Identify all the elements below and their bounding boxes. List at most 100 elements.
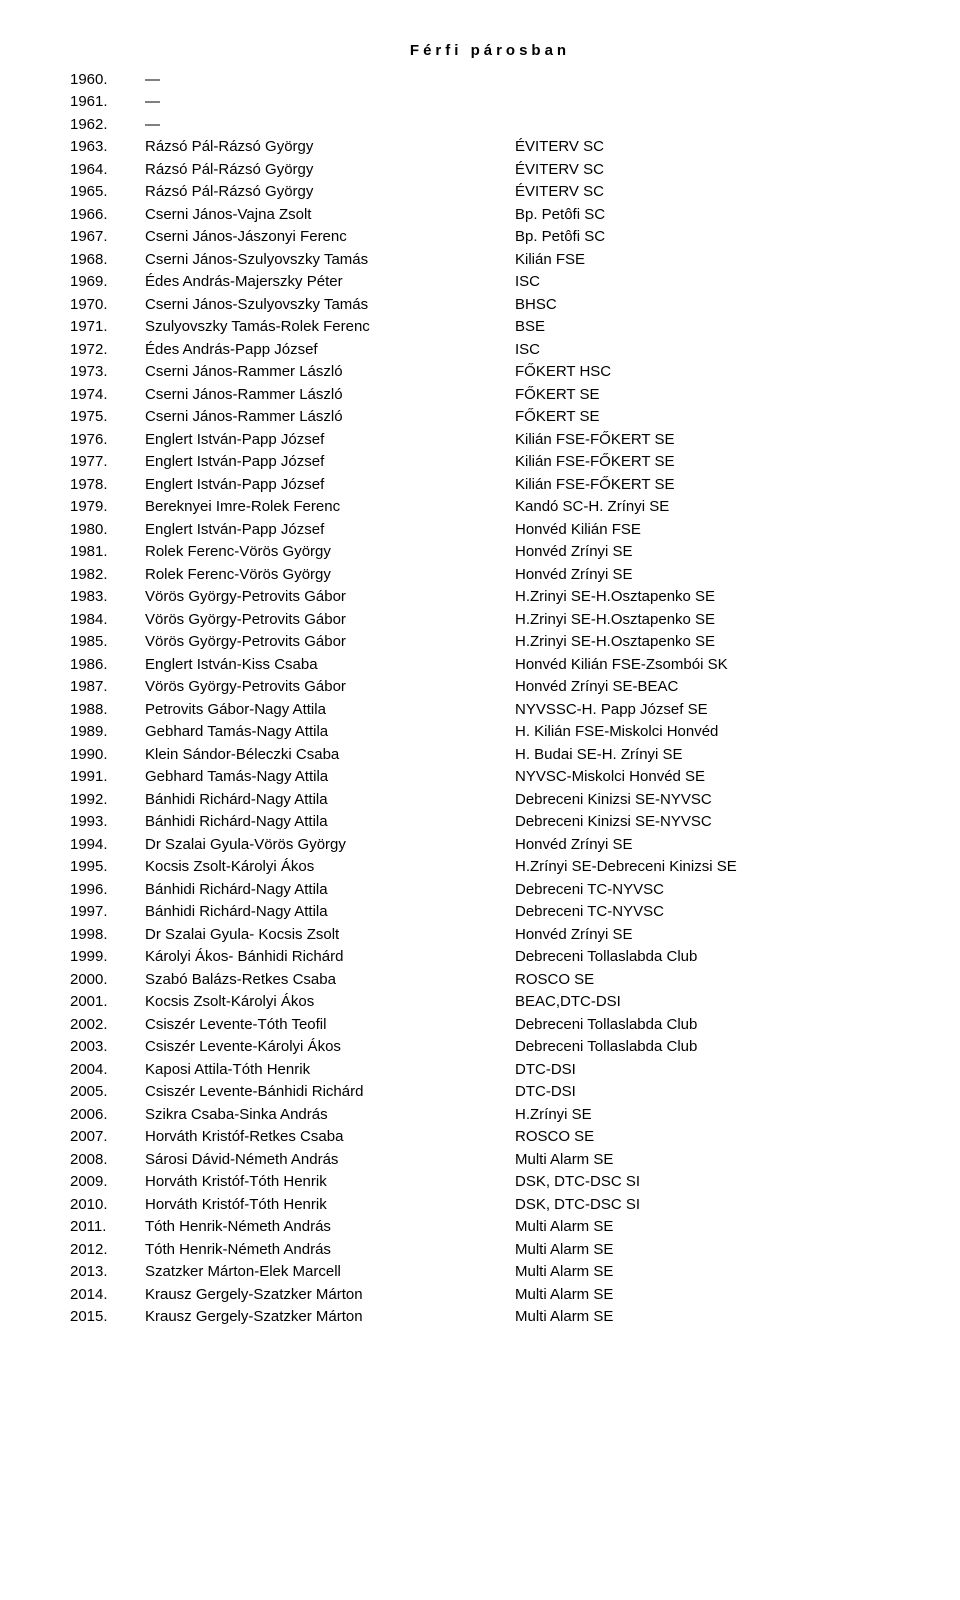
result-row: 2001.Kocsis Zsolt-Károlyi ÁkosBEAC,DTC-D… (70, 991, 910, 1014)
result-row: 1972.Édes András-Papp JózsefISC (70, 339, 910, 362)
year: 1998. (70, 924, 145, 947)
names: Cserni János-Vajna Zsolt (145, 204, 515, 227)
names: Bánhidi Richárd-Nagy Attila (145, 879, 515, 902)
club: Bp. Petôfi SC (515, 226, 910, 249)
result-row: 1974.Cserni János-Rammer LászlóFŐKERT SE (70, 384, 910, 407)
year: 2001. (70, 991, 145, 1014)
club: Multi Alarm SE (515, 1239, 910, 1262)
result-row: 2006.Szikra Csaba-Sinka AndrásH.Zrínyi S… (70, 1104, 910, 1127)
club: DTC-DSI (515, 1059, 910, 1082)
names: Rázsó Pál-Rázsó György (145, 136, 515, 159)
club: BHSC (515, 294, 910, 317)
club: Kilián FSE-FŐKERT SE (515, 451, 910, 474)
result-row: 1977.Englert István-Papp JózsefKilián FS… (70, 451, 910, 474)
result-row: 1965.Rázsó Pál-Rázsó GyörgyÉVITERV SC (70, 181, 910, 204)
names: Dr Szalai Gyula-Vörös György (145, 834, 515, 857)
year: 1960. (70, 69, 145, 92)
year: 1984. (70, 609, 145, 632)
names: Rázsó Pál-Rázsó György (145, 181, 515, 204)
names: Édes András-Papp József (145, 339, 515, 362)
result-row: 1987.Vörös György-Petrovits GáborHonvéd … (70, 676, 910, 699)
club (515, 69, 910, 92)
names: Vörös György-Petrovits Gábor (145, 586, 515, 609)
names: Csiszér Levente-Károlyi Ákos (145, 1036, 515, 1059)
result-row: 1994.Dr Szalai Gyula-Vörös GyörgyHonvéd … (70, 834, 910, 857)
result-row: 1976.Englert István-Papp JózsefKilián FS… (70, 429, 910, 452)
result-row: 1968.Cserni János-Szulyovszky TamásKiliá… (70, 249, 910, 272)
result-row: 2014.Krausz Gergely-Szatzker MártonMulti… (70, 1284, 910, 1307)
result-row: 1988.Petrovits Gábor-Nagy AttilaNYVSSC-H… (70, 699, 910, 722)
club: Kilián FSE-FŐKERT SE (515, 429, 910, 452)
club: Debreceni Tollaslabda Club (515, 1036, 910, 1059)
result-row: 1980.Englert István-Papp JózsefHonvéd Ki… (70, 519, 910, 542)
year: 2000. (70, 969, 145, 992)
names: — (145, 114, 515, 137)
club: DSK, DTC-DSC SI (515, 1171, 910, 1194)
club: DSK, DTC-DSC SI (515, 1194, 910, 1217)
club: Honvéd Zrínyi SE-BEAC (515, 676, 910, 699)
year: 2012. (70, 1239, 145, 1262)
result-row: 2002.Csiszér Levente-Tóth TeofilDebrecen… (70, 1014, 910, 1037)
year: 1963. (70, 136, 145, 159)
result-row: 1986.Englert István-Kiss CsabaHonvéd Kil… (70, 654, 910, 677)
result-row: 2015.Krausz Gergely-Szatzker MártonMulti… (70, 1306, 910, 1329)
names: — (145, 91, 515, 114)
club: H.Zrínyi SE (515, 1104, 910, 1127)
names: Cserni János-Rammer László (145, 384, 515, 407)
club: Honvéd Zrínyi SE (515, 564, 910, 587)
result-row: 2000.Szabó Balázs-Retkes CsabaROSCO SE (70, 969, 910, 992)
result-row: 1973.Cserni János-Rammer LászlóFŐKERT HS… (70, 361, 910, 384)
year: 1962. (70, 114, 145, 137)
year: 2014. (70, 1284, 145, 1307)
club: Kandó SC-H. Zrínyi SE (515, 496, 910, 519)
year: 1972. (70, 339, 145, 362)
names: Szabó Balázs-Retkes Csaba (145, 969, 515, 992)
year: 1989. (70, 721, 145, 744)
year: 1999. (70, 946, 145, 969)
year: 1990. (70, 744, 145, 767)
year: 1982. (70, 564, 145, 587)
club: FŐKERT SE (515, 384, 910, 407)
club: Honvéd Zrínyi SE (515, 541, 910, 564)
result-row: 2005.Csiszér Levente-Bánhidi RichárdDTC-… (70, 1081, 910, 1104)
club: Kilián FSE-FŐKERT SE (515, 474, 910, 497)
names: Petrovits Gábor-Nagy Attila (145, 699, 515, 722)
club: Honvéd Zrínyi SE (515, 834, 910, 857)
year: 1967. (70, 226, 145, 249)
club: Debreceni Kinizsi SE-NYVSC (515, 811, 910, 834)
year: 1971. (70, 316, 145, 339)
result-row: 1975.Cserni János-Rammer LászlóFŐKERT SE (70, 406, 910, 429)
names: Dr Szalai Gyula- Kocsis Zsolt (145, 924, 515, 947)
year: 2005. (70, 1081, 145, 1104)
names: Englert István-Papp József (145, 474, 515, 497)
year: 2006. (70, 1104, 145, 1127)
names: Tóth Henrik-Németh András (145, 1216, 515, 1239)
result-row: 1971.Szulyovszky Tamás-Rolek FerencBSE (70, 316, 910, 339)
names: Szikra Csaba-Sinka András (145, 1104, 515, 1127)
club: H. Budai SE-H. Zrínyi SE (515, 744, 910, 767)
year: 2013. (70, 1261, 145, 1284)
club: FŐKERT HSC (515, 361, 910, 384)
club: ROSCO SE (515, 969, 910, 992)
result-row: 1991.Gebhard Tamás-Nagy AttilaNYVSC-Misk… (70, 766, 910, 789)
year: 1983. (70, 586, 145, 609)
year: 1985. (70, 631, 145, 654)
result-row: 2011.Tóth Henrik-Németh AndrásMulti Alar… (70, 1216, 910, 1239)
names: Édes András-Majerszky Péter (145, 271, 515, 294)
club: Debreceni TC-NYVSC (515, 879, 910, 902)
year: 2009. (70, 1171, 145, 1194)
year: 2011. (70, 1216, 145, 1239)
year: 1994. (70, 834, 145, 857)
year: 1961. (70, 91, 145, 114)
result-row: 2012.Tóth Henrik-Németh AndrásMulti Alar… (70, 1239, 910, 1262)
names: Krausz Gergely-Szatzker Márton (145, 1306, 515, 1329)
year: 2015. (70, 1306, 145, 1329)
result-row: 2008.Sárosi Dávid-Németh AndrásMulti Ala… (70, 1149, 910, 1172)
result-row: 1962.— (70, 114, 910, 137)
names: Bánhidi Richárd-Nagy Attila (145, 811, 515, 834)
club: NYVSSC-H. Papp József SE (515, 699, 910, 722)
club: ISC (515, 271, 910, 294)
year: 1996. (70, 879, 145, 902)
names: Csiszér Levente-Tóth Teofil (145, 1014, 515, 1037)
year: 1966. (70, 204, 145, 227)
